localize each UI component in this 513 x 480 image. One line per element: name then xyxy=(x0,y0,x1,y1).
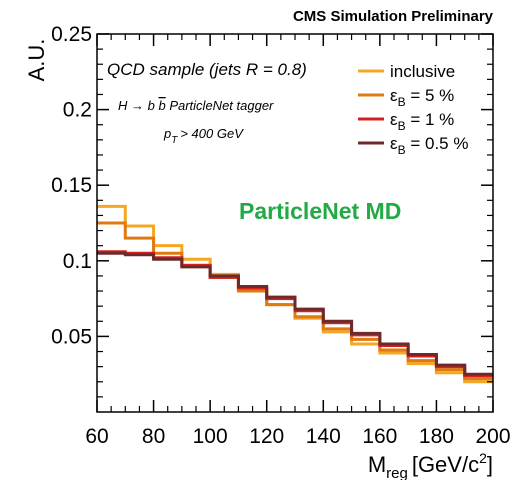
series-line-3 xyxy=(97,251,493,376)
x-tick-label: 120 xyxy=(249,425,284,448)
y-tick-label: 0.25 xyxy=(51,23,92,46)
x-tick-label: 60 xyxy=(85,425,108,448)
tagger-annotation-suffix: ParticleNet tagger xyxy=(169,98,274,113)
y-tick-label: 0.05 xyxy=(51,325,92,348)
x-axis-title-main: M xyxy=(368,452,386,477)
legend: inclusive εB = 5 %εB = 1 %εB = 0.5 % xyxy=(358,62,468,157)
tagger-annotation-bbar: b xyxy=(158,98,165,113)
x-axis-title-sub: reg xyxy=(386,465,408,480)
axes-layer: 60 80 100 120 140 160 180 200 0.05 0.1 0.15 0.2 0.25 xyxy=(51,23,510,448)
tagger-annotation-prefix: H → b xyxy=(118,98,155,113)
y-tick-label: 0.15 xyxy=(51,174,92,197)
pt-cut-annotation: pT > 400 GeV xyxy=(163,126,244,146)
x-axis-title-close: ] xyxy=(487,452,493,477)
legend-label-3: εB = 0.5 % xyxy=(390,134,468,157)
series-layer xyxy=(97,204,493,384)
x-axis-title-unit: [GeV/c xyxy=(412,452,479,477)
pt-cut-main: p xyxy=(163,126,171,141)
x-axis-title: Mreg [GeV/c2] xyxy=(368,450,493,480)
sample-annotation: QCD sample (jets R = 0.8) xyxy=(107,60,307,79)
chart-header: CMS Simulation Preliminary xyxy=(293,8,494,25)
y-tick-label: 0.1 xyxy=(63,250,92,273)
tagger-name-label: ParticleNet MD xyxy=(239,198,401,224)
x-tick-label: 100 xyxy=(193,425,228,448)
x-tick-label: 180 xyxy=(419,425,454,448)
legend-label-2: εB = 1 % xyxy=(390,110,454,133)
legend-label-1: εB = 5 % xyxy=(390,86,454,109)
pt-cut-sub: T xyxy=(171,135,178,146)
x-tick-label: 80 xyxy=(142,425,165,448)
tagger-annotation: H → b b ParticleNet tagger xyxy=(118,98,274,113)
x-tick-label: 160 xyxy=(362,425,397,448)
pt-cut-rest: > 400 GeV xyxy=(180,126,244,141)
x-tick-label: 200 xyxy=(475,425,510,448)
x-axis-title-sup: 2 xyxy=(479,450,487,466)
y-tick-label: 0.2 xyxy=(63,99,92,122)
legend-label-0: inclusive xyxy=(390,62,455,81)
x-tick-label: 140 xyxy=(306,425,341,448)
y-axis-title: A.U. xyxy=(24,39,49,82)
